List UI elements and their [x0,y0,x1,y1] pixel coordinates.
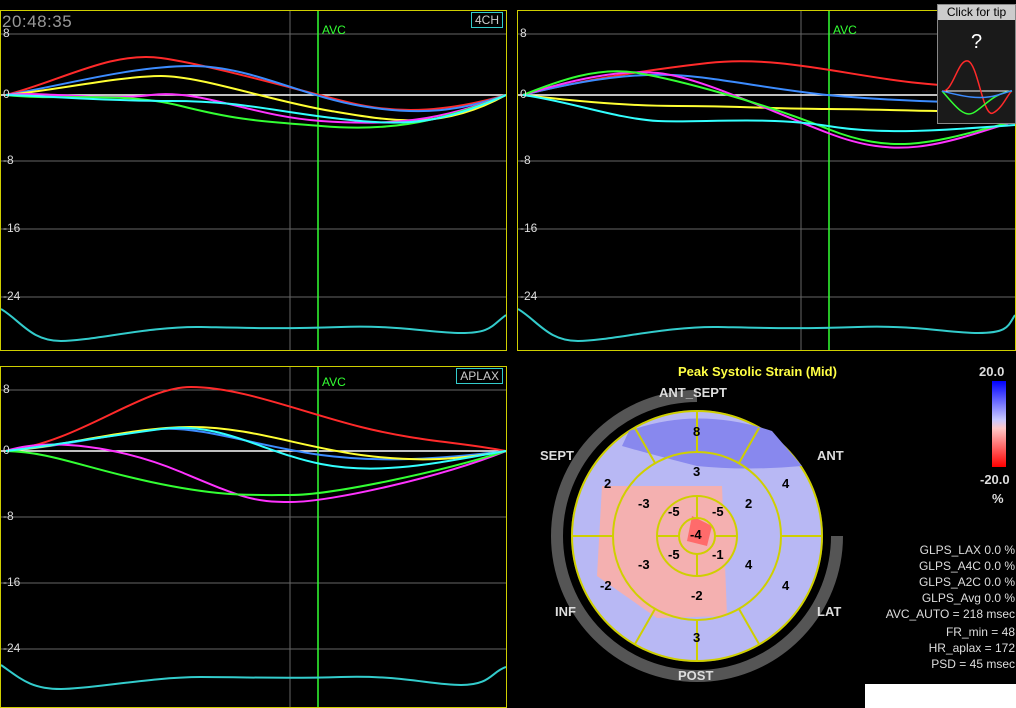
avc-marker-label: AVC [833,23,857,37]
color-scale-bar [992,381,1006,467]
y-tick: 8 [3,382,10,396]
segment-value[interactable]: -5 [668,504,680,519]
strain-graph-4ch[interactable]: 8 0 -8 -16 -24 AVC 4CH [0,10,507,351]
strain-graph-2ch[interactable]: 8 0 -8 -16 -24 AVC [517,10,1016,351]
segment-value[interactable]: -4 [690,527,702,542]
blank-region [865,684,1016,708]
metric-glps-avg: GLPS_Avg 0.0 % [921,591,1015,605]
segment-value[interactable]: 4 [782,476,790,491]
metric-fr-min: FR_min = 48 [945,625,1015,639]
y-tick: 0 [3,87,10,101]
segment-value[interactable]: -3 [638,557,650,572]
label-lat: LAT [817,604,842,619]
avc-marker-label: AVC [322,23,346,37]
segment-value[interactable]: 2 [745,496,753,511]
strain-curves-2ch [518,11,1015,350]
scale-min-label: -20.0 [980,472,1010,487]
y-tick: -16 [3,221,21,235]
view-tag-aplax[interactable]: APLAX [456,368,503,384]
label-inf: INF [555,604,576,619]
y-tick: 8 [520,26,527,40]
segment-value[interactable]: -5 [712,504,724,519]
segment-value[interactable]: 8 [693,424,701,439]
metric-glps-a4c: GLPS_A4C 0.0 % [918,559,1015,573]
y-tick: 8 [3,26,10,40]
y-tick: -16 [3,575,21,589]
label-post: POST [678,668,714,683]
y-tick: -8 [3,153,14,167]
y-tick: 0 [520,87,527,101]
view-tag-4ch[interactable]: 4CH [470,12,503,28]
clock-readout: 20:48:35 [2,12,73,31]
tip-button-label[interactable]: Click for tip [938,5,1015,20]
segment-value[interactable]: 3 [693,630,701,645]
bullseye-plot[interactable] [547,386,847,686]
segment-value[interactable]: 4 [745,557,753,572]
segment-value[interactable]: -2 [600,578,612,593]
y-tick: -24 [520,289,538,303]
y-tick: 0 [3,443,10,457]
label-sept: SEPT [540,448,574,463]
label-ant: ANT [817,448,844,463]
strain-curves-aplax [1,367,506,707]
metric-glps-lax: GLPS_LAX 0.0 % [919,543,1015,557]
segment-value[interactable]: 2 [604,476,612,491]
segment-value[interactable]: -5 [668,547,680,562]
question-icon: ? [970,31,983,53]
segment-value[interactable]: 3 [693,464,701,479]
segment-value[interactable]: -3 [638,496,650,511]
metric-glps-a2c: GLPS_A2C 0.0 % [918,575,1015,589]
segment-value[interactable]: -1 [712,547,724,562]
y-tick: -24 [3,641,21,655]
strain-graph-aplax[interactable]: 8 0 -8 -16 -24 AVC APLAX [0,366,507,708]
metric-hr-aplax: HR_aplax = 172 [928,641,1015,655]
scale-max-label: 20.0 [979,364,1005,379]
avc-marker-label: AVC [322,375,346,389]
segment-value[interactable]: 4 [782,578,790,593]
scale-unit-label: % [992,491,1004,506]
strain-curves-4ch [1,11,506,350]
tip-thumbnail-icon [941,60,1013,115]
y-tick: -8 [520,153,531,167]
segment-value[interactable]: -2 [691,588,703,603]
metric-avc-auto: AVC_AUTO = 218 msec [885,607,1015,621]
label-ant-sept: ANT_SEPT [659,385,727,400]
tip-help-box[interactable]: Click for tip ? [937,4,1016,124]
y-tick: -8 [3,509,14,523]
y-tick: -24 [3,289,21,303]
y-tick: -16 [520,221,538,235]
metric-psd: PSD = 45 msec [931,657,1015,671]
bullseye-title: Peak Systolic Strain (Mid) [678,364,837,379]
